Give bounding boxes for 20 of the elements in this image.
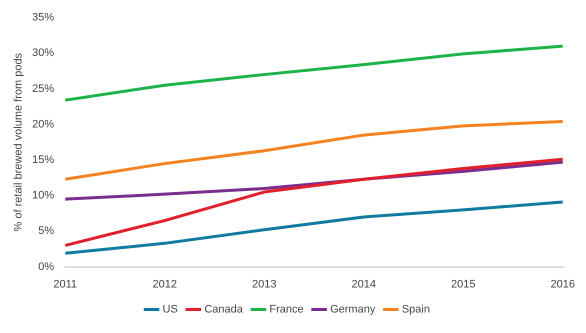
y-tick-label: 30%: [32, 47, 54, 60]
y-tick-label: 25%: [32, 82, 54, 95]
y-tick-label: 0%: [38, 260, 54, 273]
x-tick-label: 2011: [53, 278, 78, 290]
x-tick-label: 2014: [352, 278, 376, 290]
y-tick-label: 10%: [32, 190, 54, 202]
legend-label: Canada: [204, 304, 244, 316]
legend-label: US: [162, 304, 178, 316]
y-tick-label: 15%: [32, 154, 54, 166]
x-tick-label: 2015: [451, 278, 476, 290]
y-tick-label: 35%: [32, 12, 54, 24]
x-tick-label: 2016: [550, 278, 576, 290]
legend-label: Spain: [402, 304, 430, 316]
y-axis-title: % of retail brewed volume from pods: [12, 52, 25, 232]
legend-label: Germany: [330, 304, 376, 316]
y-tick-label: 5%: [38, 225, 54, 238]
x-tick-label: 2012: [152, 278, 177, 290]
x-tick-label: 2013: [252, 278, 276, 290]
legend-label: France: [269, 304, 304, 316]
y-tick-label: 20%: [32, 118, 54, 130]
